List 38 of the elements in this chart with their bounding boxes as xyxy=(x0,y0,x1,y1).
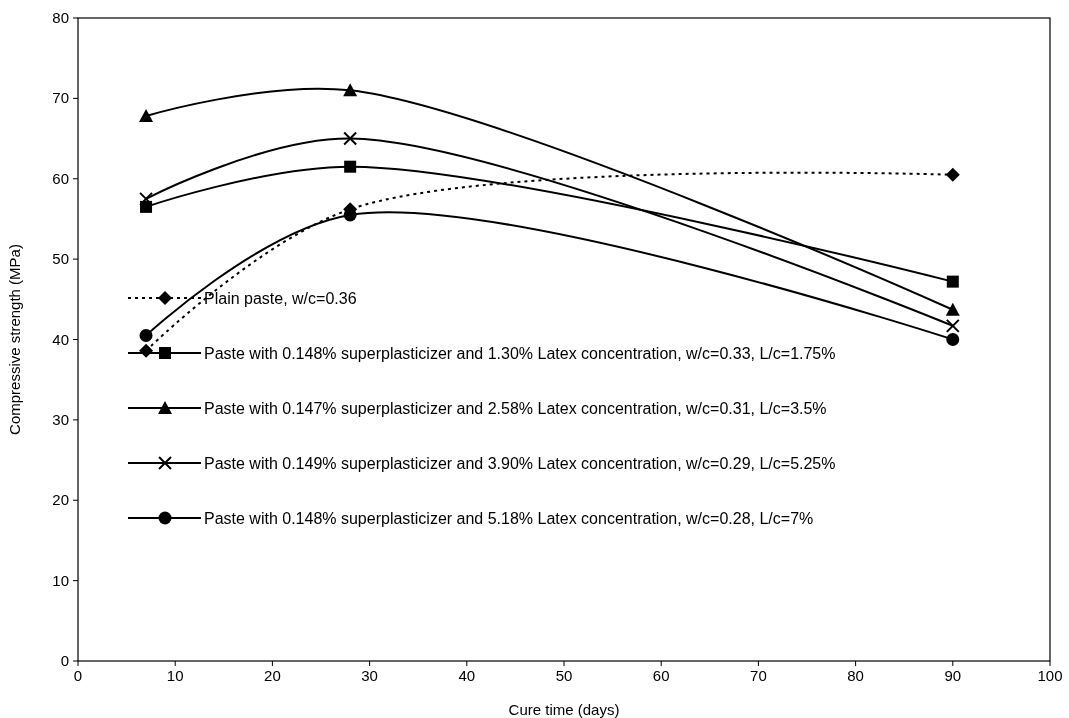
y-tick-label: 80 xyxy=(52,9,69,26)
point xyxy=(945,302,960,316)
point xyxy=(343,83,358,97)
x-tick-label: 80 xyxy=(847,667,864,684)
y-axis-title: Compressive strength (MPa) xyxy=(6,244,23,435)
point xyxy=(945,167,960,182)
point xyxy=(139,191,154,206)
x-axis-title: Cure time (days) xyxy=(508,701,620,718)
point xyxy=(344,160,357,173)
y-tick-label: 0 xyxy=(60,652,69,669)
x-tick-label: 90 xyxy=(944,667,962,684)
x-tick-label: 0 xyxy=(73,667,83,684)
legend-label: Paste with 0.148% superplasticizer and 1.30% Latex concentration, w/c=0.33, L/c=1.75% xyxy=(204,345,836,362)
legend-label: Paste with 0.147% superplasticizer and 2.58% Latex concentration, w/c=0.31, L/c=3.5% xyxy=(204,400,827,417)
point xyxy=(139,328,153,342)
x-tick-label: 20 xyxy=(264,667,281,684)
y-tick-label: 50 xyxy=(52,250,69,268)
point xyxy=(139,109,154,123)
x-tick-label: 60 xyxy=(652,667,670,684)
x-tick-label: 50 xyxy=(555,667,573,684)
x-tick-label: 30 xyxy=(361,667,378,684)
legend-label: Paste with 0.148% superplasticizer and 5.18% Latex concentration, w/c=0.28, L/c=7% xyxy=(204,510,814,527)
point xyxy=(946,275,959,288)
y-tick-label: 60 xyxy=(52,169,69,187)
point xyxy=(946,333,960,346)
y-tick-label: 20 xyxy=(52,491,69,509)
y-tick-label: 70 xyxy=(52,89,69,107)
point xyxy=(945,318,960,333)
legend-label: Paste with 0.149% superplasticizer and 3.90% Latex concentration, w/c=0.29, L/c=5.25% xyxy=(204,455,836,472)
x-tick-label: 100 xyxy=(1037,667,1063,684)
y-tick-label: 10 xyxy=(52,571,69,589)
point xyxy=(343,131,358,146)
x-tick-label: 10 xyxy=(166,667,184,684)
y-tick-label: 30 xyxy=(52,410,69,428)
x-tick-label: 40 xyxy=(458,667,476,684)
x-tick-label: 70 xyxy=(750,667,767,684)
y-tick-label: 40 xyxy=(52,330,69,348)
legend-label: Plain paste, w/c=0.36 xyxy=(204,290,357,307)
